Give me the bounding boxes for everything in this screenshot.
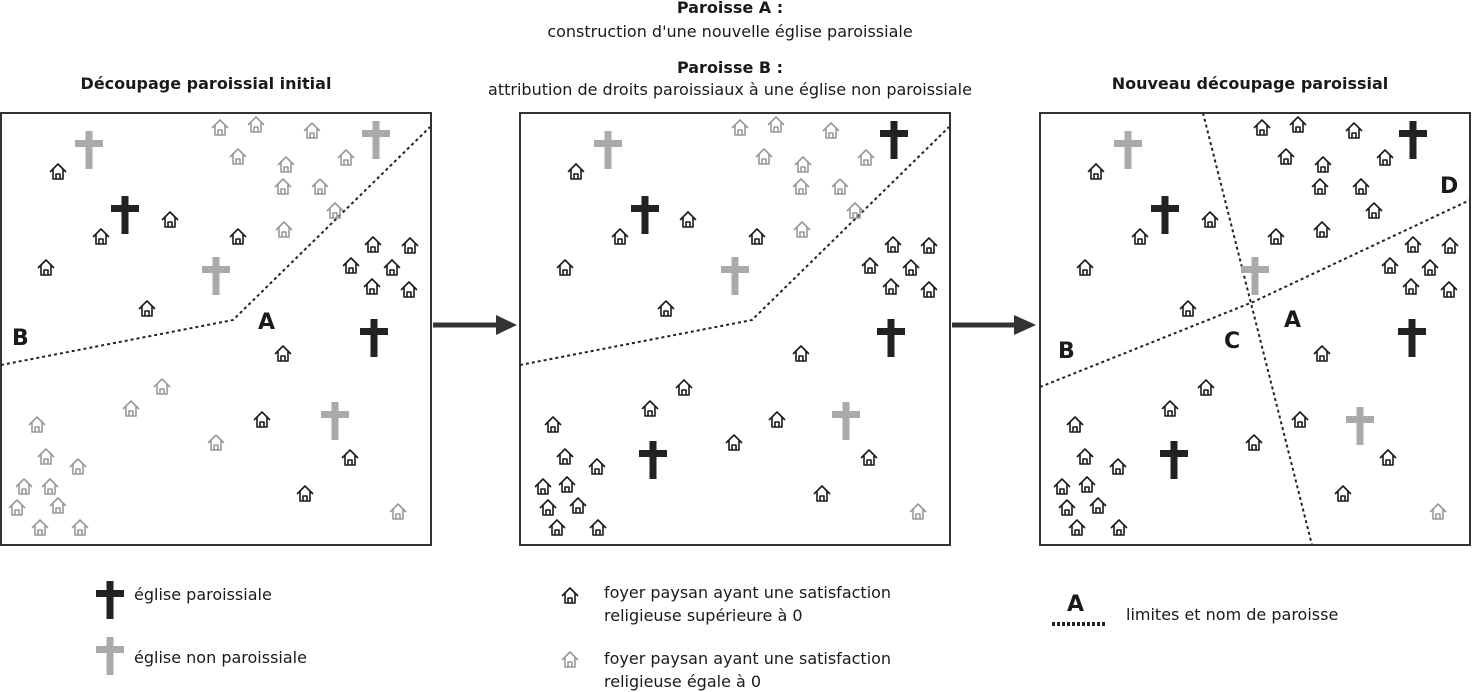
panel-1-label-a: A xyxy=(258,310,275,335)
legend-non-parish-church-label: église non paroissiale xyxy=(134,648,307,667)
parish-a-title: Paroisse A : xyxy=(676,0,784,17)
cross-icon-parish-church xyxy=(96,581,124,619)
house-icon-satisfied xyxy=(561,587,579,604)
parish-b-description: attribution de droits paroissiaux à une … xyxy=(488,80,972,99)
panel-3-label-a: A xyxy=(1284,308,1301,333)
arrow-right-icon-head xyxy=(496,315,517,335)
panel-3-label-d: D xyxy=(1440,174,1458,199)
panel-1-title: Découpage paroissial initial xyxy=(80,74,332,93)
panel-3-label-b: B xyxy=(1058,339,1075,364)
legend-boundary-letter: A xyxy=(1067,592,1084,617)
panel-3-boundary-1 xyxy=(1202,112,1313,546)
panel-3-boundary-2 xyxy=(1039,199,1471,388)
panel-2-boundary xyxy=(519,126,950,366)
arrow-right-icon-head xyxy=(1014,315,1036,335)
legend-house-zero-line1: foyer paysan ayant une satisfaction xyxy=(604,649,892,668)
panel-1-boundary xyxy=(0,126,431,366)
parish-a-description: construction d'une nouvelle église paroi… xyxy=(547,22,913,41)
parish-b-title: Paroisse B : xyxy=(676,58,784,77)
cross-icon-non-parish-church xyxy=(96,637,124,675)
legend-house-positive-line1: foyer paysan ayant une satisfaction xyxy=(604,583,892,602)
house-icon-zero xyxy=(561,651,579,668)
legend-parish-church-label: église paroissiale xyxy=(134,585,272,604)
panel-3-label-c: C xyxy=(1224,329,1240,354)
panel-1-label-b: B xyxy=(12,326,29,351)
legend-house-zero-line2: religieuse égale à 0 xyxy=(604,672,762,691)
legend-house-positive-line2: religieuse supérieure à 0 xyxy=(604,606,803,625)
legend-boundary-label: limites et nom de paroisse xyxy=(1126,605,1339,624)
panel-3-title: Nouveau découpage paroissial xyxy=(1111,74,1389,93)
